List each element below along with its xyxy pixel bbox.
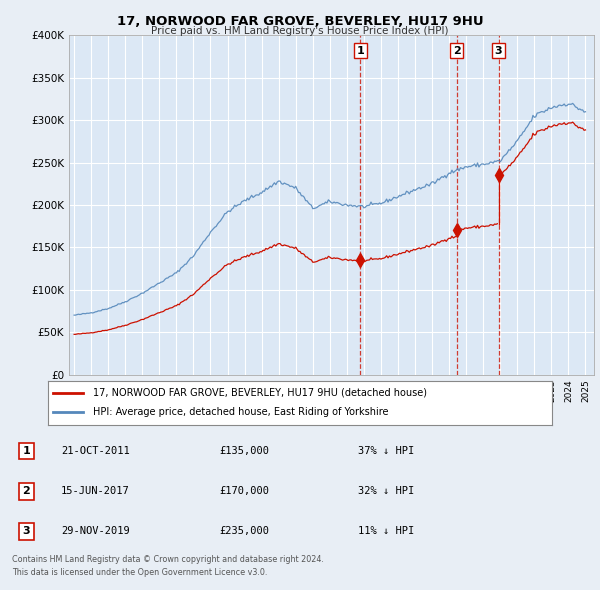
Text: 37% ↓ HPI: 37% ↓ HPI <box>358 446 414 456</box>
Text: 15-JUN-2017: 15-JUN-2017 <box>61 486 130 496</box>
Text: 11% ↓ HPI: 11% ↓ HPI <box>358 526 414 536</box>
Text: 2: 2 <box>453 45 461 55</box>
Text: 21-OCT-2011: 21-OCT-2011 <box>61 446 130 456</box>
Text: 2: 2 <box>23 486 30 496</box>
Text: 17, NORWOOD FAR GROVE, BEVERLEY, HU17 9HU: 17, NORWOOD FAR GROVE, BEVERLEY, HU17 9H… <box>116 15 484 28</box>
Text: 29-NOV-2019: 29-NOV-2019 <box>61 526 130 536</box>
Text: £170,000: £170,000 <box>220 486 269 496</box>
Text: 1: 1 <box>23 446 30 456</box>
Text: Price paid vs. HM Land Registry's House Price Index (HPI): Price paid vs. HM Land Registry's House … <box>151 26 449 36</box>
Text: 32% ↓ HPI: 32% ↓ HPI <box>358 486 414 496</box>
Text: 3: 3 <box>495 45 502 55</box>
Text: This data is licensed under the Open Government Licence v3.0.: This data is licensed under the Open Gov… <box>12 568 268 576</box>
Text: HPI: Average price, detached house, East Riding of Yorkshire: HPI: Average price, detached house, East… <box>94 408 389 417</box>
Text: £235,000: £235,000 <box>220 526 269 536</box>
Text: 1: 1 <box>356 45 364 55</box>
Text: Contains HM Land Registry data © Crown copyright and database right 2024.: Contains HM Land Registry data © Crown c… <box>12 555 324 563</box>
Text: 17, NORWOOD FAR GROVE, BEVERLEY, HU17 9HU (detached house): 17, NORWOOD FAR GROVE, BEVERLEY, HU17 9H… <box>94 388 427 398</box>
Text: 3: 3 <box>23 526 30 536</box>
Text: £135,000: £135,000 <box>220 446 269 456</box>
